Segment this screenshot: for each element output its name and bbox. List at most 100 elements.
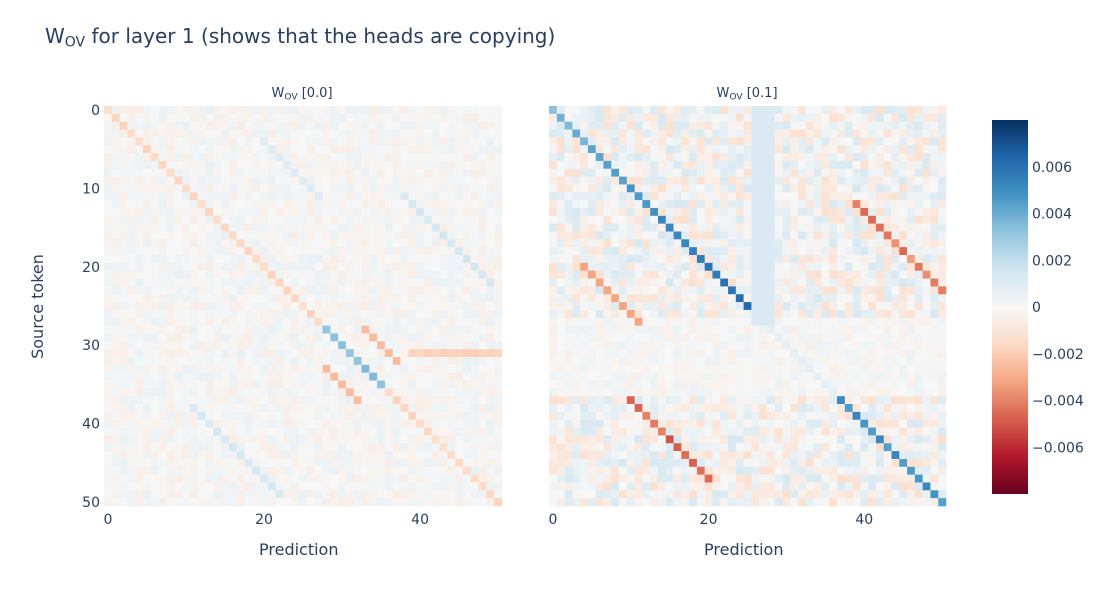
heatmap-cell: [197, 153, 206, 162]
heatmap-cell: [369, 435, 378, 444]
heatmap-cell: [338, 388, 347, 397]
heatmap-cell: [728, 419, 737, 428]
heatmap-cell: [673, 168, 682, 177]
heatmap-cell: [182, 247, 191, 256]
heatmap-cell: [720, 411, 729, 421]
heatmap-cell: [907, 145, 916, 154]
heatmap-cell: [813, 106, 822, 115]
heatmap-cell: [673, 278, 682, 287]
heatmap-cell: [158, 168, 167, 177]
heatmap-cell: [728, 121, 737, 130]
heatmap-cell: [914, 176, 923, 185]
heatmap-cell: [236, 498, 245, 507]
heatmap-cell: [899, 404, 908, 413]
heatmap-cell: [330, 215, 339, 224]
heatmap-cell: [330, 286, 339, 295]
heatmap-cell: [384, 309, 394, 319]
heatmap-cell: [158, 388, 167, 397]
heatmap-cell: [821, 404, 830, 413]
heatmap-cell: [611, 176, 620, 185]
heatmap-cell: [470, 458, 479, 468]
heatmap-cell: [182, 278, 191, 287]
heatmap-cell: [720, 458, 729, 468]
heatmap-cell: [852, 341, 861, 350]
heatmap-cell: [244, 498, 253, 507]
heatmap-cell: [423, 317, 433, 326]
heatmap-cell: [322, 145, 331, 154]
heatmap-cell: [283, 262, 292, 271]
heatmap-cell: [735, 207, 744, 217]
heatmap-cell: [549, 317, 558, 326]
heatmap-cell: [439, 168, 448, 177]
heatmap-cell: [891, 317, 900, 326]
heatmap-cell: [166, 270, 175, 279]
heatmap-cell: [486, 113, 495, 122]
heatmap-cell: [260, 247, 269, 256]
heatmap-cell: [665, 270, 674, 279]
heatmap-cell: [244, 372, 253, 381]
heatmap-cell: [642, 419, 651, 428]
heatmap-cell: [189, 388, 198, 397]
heatmap-cell: [143, 364, 152, 373]
heatmap-cell: [837, 153, 846, 162]
heatmap-cell: [720, 176, 729, 185]
heatmap-cell: [759, 372, 768, 381]
heatmap-cell: [642, 333, 651, 342]
heatmap-cell: [447, 168, 456, 177]
heatmap-cell: [549, 176, 558, 185]
heatmap-cell: [759, 466, 768, 475]
heatmap-cell: [267, 239, 276, 248]
heatmap-cell: [657, 325, 667, 334]
heatmap-cell: [728, 255, 737, 264]
heatmap-cell: [891, 153, 900, 162]
heatmap-cell: [104, 278, 113, 287]
heatmap-cell: [712, 160, 721, 170]
heatmap-cell: [782, 380, 791, 389]
heatmap-cell: [790, 255, 799, 264]
heatmap-cell: [221, 223, 230, 232]
heatmap-cell: [821, 262, 830, 271]
heatmap-cell: [619, 270, 628, 279]
heatmap-cell: [743, 231, 752, 240]
heatmap-cell: [197, 404, 206, 413]
heatmap-cell: [844, 356, 853, 366]
heatmap-cell: [619, 286, 628, 295]
heatmap-cell: [213, 341, 222, 350]
heatmap-cell: [696, 356, 705, 366]
heatmap-cell: [790, 427, 799, 436]
heatmap-cell: [267, 192, 276, 201]
heatmap-cell: [696, 396, 705, 405]
heatmap-cell: [431, 231, 440, 240]
heatmap-cell: [306, 435, 315, 444]
heatmap-cell: [696, 388, 705, 397]
heatmap-cell: [899, 168, 908, 177]
heatmap-cell: [299, 255, 308, 264]
heatmap-cell: [205, 380, 214, 389]
heatmap-cell: [260, 325, 269, 334]
heatmap-cell: [283, 137, 292, 146]
heatmap-cell: [439, 325, 448, 334]
heatmap-cell: [291, 231, 300, 240]
heatmap-cell: [875, 419, 885, 428]
heatmap-cell: [236, 121, 245, 130]
heatmap-cell: [377, 168, 386, 177]
heatmap-cell: [127, 458, 136, 468]
heatmap-cell: [728, 294, 737, 303]
heatmap-cell: [650, 427, 659, 436]
heatmap-cell: [681, 184, 690, 193]
heatmap-cell: [221, 192, 230, 201]
heatmap-cell: [486, 215, 495, 224]
heatmap-cell: [774, 325, 783, 334]
heatmap-cell: [922, 278, 931, 287]
heatmap-cell: [423, 145, 433, 154]
heatmap-cell: [400, 302, 409, 311]
heatmap-cell: [135, 474, 144, 483]
heatmap-cell: [299, 262, 308, 271]
heatmap-cell: [299, 404, 308, 413]
heatmap-cell: [891, 411, 900, 421]
heatmap-cell: [914, 137, 923, 146]
heatmap-cell: [470, 333, 479, 342]
heatmap-cell: [267, 231, 276, 240]
heatmap-cell: [642, 341, 651, 350]
